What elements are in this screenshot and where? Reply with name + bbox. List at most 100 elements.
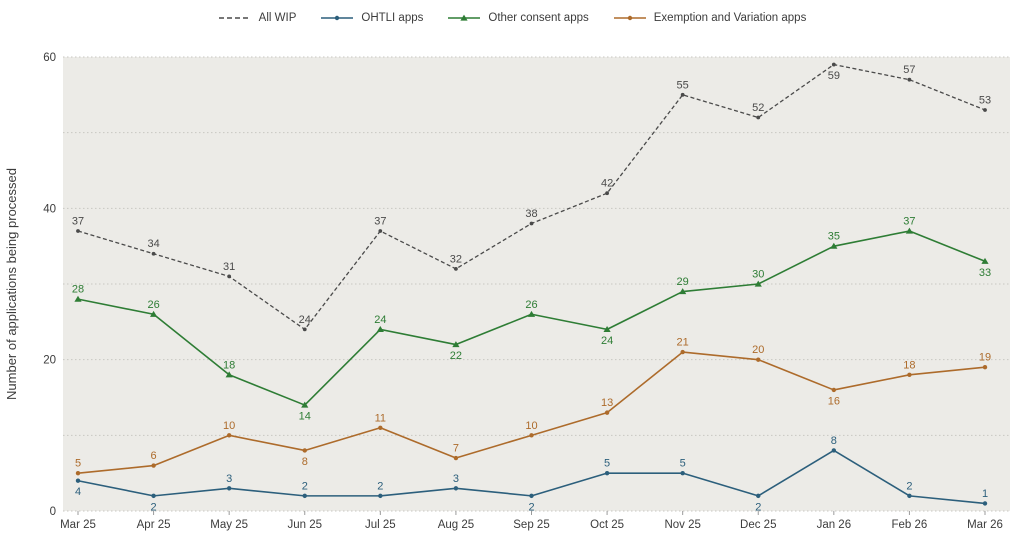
data-point-marker [151,251,156,256]
legend-item-ohtli-apps: OHTLI apps [320,12,423,24]
data-point-marker [75,478,81,483]
data-label: 37 [374,216,386,228]
data-label: 57 [903,64,915,76]
data-label: 10 [223,420,235,432]
data-label: 34 [147,238,159,250]
data-label: 24 [601,335,613,347]
data-point-marker [605,191,609,196]
data-label: 14 [299,411,311,423]
data-point-marker [529,493,534,499]
data-point-marker [378,493,383,499]
data-point-marker [680,349,685,355]
data-point-marker [982,365,988,370]
data-point-marker [907,493,912,499]
data-label: 52 [752,102,764,114]
data-point-marker [151,463,156,468]
chart-legend: All WIP OHTLI apps Other consent apps Exemp… [0,6,1024,30]
legend-label: OHTLI apps [361,12,424,24]
data-point-marker [301,401,309,408]
data-label: 29 [677,276,689,288]
data-label: 24 [374,314,386,326]
data-label: 55 [677,79,689,91]
x-tick-label: Jun 25 [287,519,322,531]
data-point-marker [907,77,912,82]
data-point-marker [226,433,232,438]
data-label: 8 [831,435,837,447]
data-label: 22 [450,350,462,362]
legend-item-all-wip: All WIP [218,12,296,24]
y-tick-label: 0 [50,506,56,518]
data-point-marker [74,295,82,302]
data-point-marker [529,433,534,438]
series-all-wip: 37 34 31 24 37 32 38 42 55 52 59 57 53 [72,62,991,332]
x-tick-label: Jan 26 [817,519,852,531]
data-point-marker [75,470,81,476]
data-label: 8 [302,456,308,468]
data-point-marker [225,371,233,378]
x-tick-label: Jul 25 [365,519,396,531]
data-label: 5 [604,458,610,470]
data-label: 21 [677,337,689,349]
data-point-marker [756,115,761,120]
legend-label: Other consent apps [488,12,589,24]
data-point-marker [680,92,685,97]
x-tick-label: May 25 [210,519,248,531]
data-point-marker [831,387,837,393]
data-label: 2 [528,501,534,513]
data-point-marker [981,257,989,264]
data-label: 3 [453,473,459,485]
data-label: 42 [601,178,613,190]
x-tick-label: Nov 25 [664,519,700,531]
data-label: 37 [903,216,915,228]
data-label: 11 [375,412,386,424]
data-point-marker [376,326,384,332]
data-point-marker [983,108,987,112]
data-label: 16 [828,395,840,407]
x-tick-label: Mar 26 [967,519,1003,531]
data-label: 38 [525,208,537,220]
data-point-marker [529,221,534,226]
legend-marker [460,14,468,21]
data-point-marker [226,486,232,491]
data-label: 26 [147,299,159,311]
data-point-marker [378,229,383,233]
data-point-marker [453,486,459,491]
data-point-marker [756,493,761,499]
data-label: 3 [226,473,232,485]
data-label: 33 [979,267,991,279]
other-consent-apps-legend-swatch-icon [448,14,481,21]
x-tick-label: Mar 25 [60,519,96,531]
data-label: 2 [377,480,383,492]
series-ohtli-apps: 4 2 3 2 2 3 2 5 5 2 8 2 1 [75,435,988,513]
data-label: 13 [601,397,613,409]
data-label: 20 [752,344,764,356]
data-label: 18 [223,359,235,371]
data-point-marker [302,448,307,453]
data-point-marker [452,341,460,348]
data-label: 26 [525,299,537,311]
data-point-marker [830,242,838,249]
y-axis-title: Number of applications being processed [4,168,19,400]
data-point-marker [905,227,914,234]
data-label: 35 [828,231,840,243]
data-label: 31 [223,261,235,273]
data-point-marker [151,493,156,499]
data-point-marker [756,357,761,362]
data-point-marker [378,425,383,430]
y-tick-label: 40 [43,203,56,215]
all-wip-legend-swatch-icon [218,17,251,19]
data-point-marker [754,280,762,287]
data-label: 59 [828,70,840,82]
data-label: 30 [752,269,764,281]
data-label: 53 [979,94,991,106]
data-point-marker [227,274,232,279]
data-label: 2 [302,480,308,492]
x-tick-label: Apr 25 [137,519,171,531]
x-tick-label: Oct 25 [590,519,624,531]
data-point-marker [604,470,610,476]
data-point-marker [527,310,536,317]
data-label: 32 [450,253,462,265]
y-tick-label: 20 [43,355,56,367]
data-point-marker [831,62,836,67]
